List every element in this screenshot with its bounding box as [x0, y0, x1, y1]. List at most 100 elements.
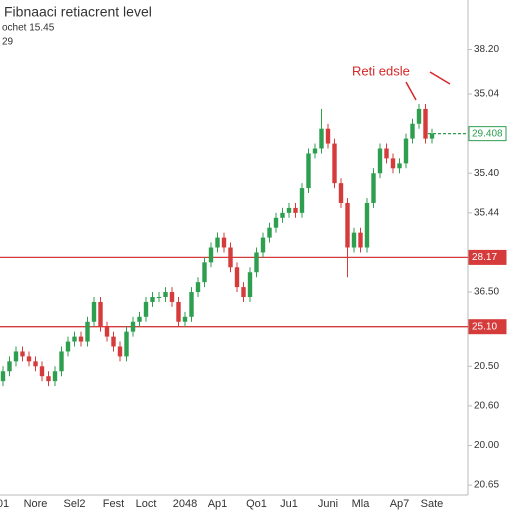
x-tick-label: Ap1 [208, 498, 228, 510]
y-tick-label: 38.20 [474, 44, 499, 55]
candle-body [52, 371, 58, 382]
y-tick-label: 20.00 [474, 440, 499, 451]
x-tick-label: Juni [318, 498, 338, 510]
candle-body [46, 376, 51, 382]
candle-body [59, 351, 64, 372]
chart-title: Fibnaaci retiacrent level [4, 4, 152, 20]
candle-body [182, 316, 188, 322]
candle-body [293, 207, 298, 213]
candle-body [104, 326, 110, 337]
candle-body [299, 188, 305, 213]
x-tick-label: Mla [352, 498, 371, 510]
candle-body [429, 133, 435, 139]
candle-body [241, 287, 246, 297]
candle-body [130, 321, 136, 332]
y-tick-label: 35.40 [474, 168, 499, 179]
candle-body [377, 148, 383, 174]
candle-body [267, 227, 272, 238]
x-tick-label: Nore [24, 498, 48, 510]
y-tick-label: 35.04 [474, 89, 499, 100]
candle-body [72, 336, 77, 342]
candle-body [65, 341, 71, 352]
candle-body [319, 128, 324, 149]
candle-body [358, 232, 363, 248]
candle-body [150, 297, 155, 302]
y-tick-label: 20.60 [474, 401, 499, 412]
candle-body [13, 351, 19, 362]
level-label-box [468, 319, 507, 335]
level-label-box [468, 126, 507, 142]
candle-body [78, 336, 84, 342]
candle-body [234, 267, 240, 288]
candle-body [98, 301, 103, 327]
candle-body [176, 301, 181, 322]
candle-body [260, 237, 266, 253]
candle-body [195, 282, 201, 293]
x-tick-label: Qo1 [246, 498, 267, 510]
candle-body [137, 316, 142, 322]
level-label-box [468, 249, 507, 265]
candle-body [189, 292, 194, 317]
candle-body [143, 301, 149, 317]
candle-body [39, 366, 45, 377]
subtitle: ochet 15.45 [2, 23, 55, 34]
candle-body [338, 183, 344, 203]
x-tick-label: 01 [0, 498, 9, 510]
candle-body [306, 153, 311, 189]
level-label: 25.10 [472, 321, 497, 332]
subtitle: 29 [2, 37, 14, 48]
y-tick-label: 20.50 [474, 361, 499, 372]
candle-body [124, 331, 129, 357]
annotation: Reti edsle [352, 63, 410, 78]
candle-body [163, 292, 168, 297]
candle-body [221, 237, 227, 248]
candle-body [254, 252, 259, 273]
y-tick-label: 35.44 [474, 207, 499, 218]
candle-body [91, 301, 97, 322]
candle-body [247, 272, 253, 297]
y-tick-label: 36.50 [474, 287, 499, 298]
level-label: 29.408 [472, 128, 503, 139]
candle-body [371, 173, 376, 203]
candle-body [384, 148, 389, 159]
x-tick-label: Sel2 [63, 498, 85, 510]
candle-body [117, 346, 123, 357]
candle-body [208, 247, 214, 263]
x-tick-label: Ap7 [390, 498, 410, 510]
candle-body [332, 143, 337, 184]
candle-body [7, 361, 12, 372]
x-tick-label: Sate [421, 498, 444, 510]
candle-body [403, 138, 409, 164]
candle-body [215, 237, 220, 248]
candle-body [416, 108, 422, 124]
candle-body [20, 351, 25, 357]
candle-body [26, 356, 32, 362]
candle-body [156, 297, 162, 298]
candle-body [228, 247, 233, 268]
candle-body [397, 163, 402, 169]
candle-body [325, 128, 331, 144]
candle-body [202, 262, 207, 283]
candle-body [410, 123, 415, 139]
arrow [429, 71, 451, 85]
candle-body [286, 207, 292, 213]
x-tick-label: Ju1 [280, 498, 298, 510]
candle-body [169, 292, 175, 302]
candle-body [33, 361, 38, 367]
candle-body [0, 371, 6, 382]
level-label: 28.17 [472, 252, 497, 263]
candle-body [390, 158, 396, 169]
candle-body [351, 232, 357, 248]
x-tick-label: 2048 [173, 498, 197, 510]
arrow [405, 81, 417, 101]
x-tick-label: Fest [103, 498, 124, 510]
candle-body [345, 202, 350, 248]
candle-body [423, 108, 428, 139]
candle-body [312, 148, 318, 154]
y-tick-label: 20.65 [474, 480, 499, 491]
candle-body [111, 336, 116, 347]
candle-body [85, 321, 90, 342]
x-tick-label: Loct [136, 498, 157, 510]
candle-body [364, 202, 370, 248]
